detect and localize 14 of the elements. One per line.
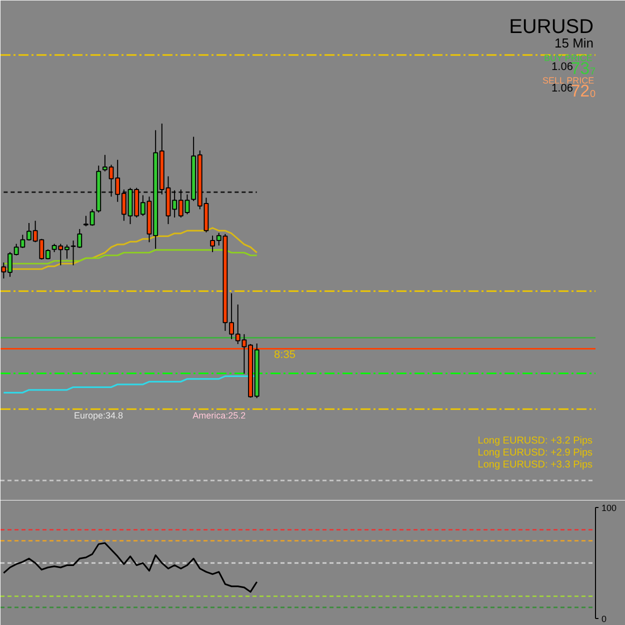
text: 1.06 (552, 60, 573, 73)
text: Long EURUSD: +2.9 Pips (478, 447, 593, 458)
text: 7 (590, 66, 596, 78)
text: BUY PRICE (544, 52, 592, 63)
text: 1.06 (552, 82, 573, 95)
text: Europe:34.8 (74, 410, 124, 420)
text: 0 (590, 89, 596, 100)
y-tick-label: 100 (602, 503, 617, 513)
chart-subtitle: 15 Min (554, 36, 594, 51)
text: Long EURUSD: +3.2 Pips (478, 436, 593, 447)
text: Long EURUSD: +3.3 Pips (478, 459, 593, 470)
annotation: 8:35 (274, 348, 296, 361)
chart-title: EURUSD (509, 16, 594, 38)
text: America:25.2 (192, 410, 246, 420)
